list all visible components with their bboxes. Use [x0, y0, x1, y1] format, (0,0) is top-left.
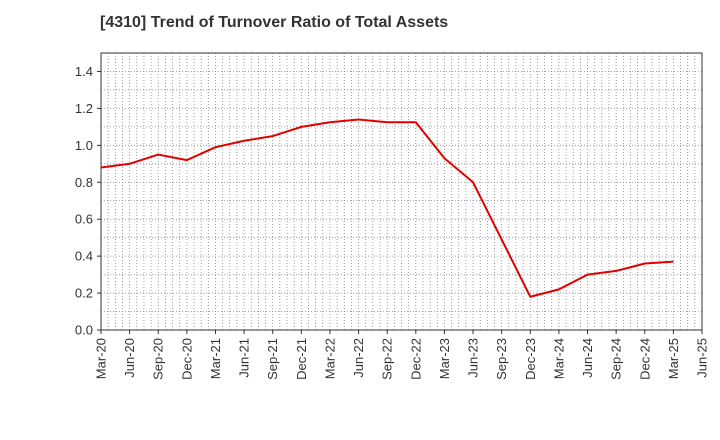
plot-frame — [100, 52, 703, 331]
x-tick-label: Mar-22 — [322, 338, 337, 379]
x-tick-label: Mar-21 — [208, 338, 223, 379]
y-tick-label: 0.2 — [75, 286, 93, 301]
x-tick-label: Sep-22 — [380, 338, 395, 380]
x-tick-label: Dec-22 — [408, 338, 423, 380]
series-group — [100, 118, 674, 298]
x-tick-label: Dec-21 — [294, 338, 309, 380]
x-tick-label: Mar-23 — [437, 338, 452, 379]
x-axis-ticks: Mar-20 Jun-20 Sep-20 Dec-20 Mar-21 Jun-21 Sep-… — [94, 330, 710, 380]
y-tick-label: 0.4 — [75, 249, 93, 264]
y-tick-label: 1.2 — [75, 101, 93, 116]
y-tick-label: 1.0 — [75, 138, 93, 153]
x-tick-label: Dec-24 — [637, 338, 652, 380]
x-tick-label: Mar-20 — [94, 338, 109, 379]
y-axis-ticks: 0.0 0.2 0.4 0.6 0.8 1.0 1.2 1.4 — [75, 64, 101, 338]
x-tick-label: Jun-22 — [351, 338, 366, 378]
x-tick-label: Jun-20 — [122, 338, 137, 378]
y-tick-label: 1.4 — [75, 64, 93, 79]
chart-title: [4310] Trend of Turnover Ratio of Total … — [100, 14, 449, 31]
x-tick-label: Dec-20 — [179, 338, 194, 380]
x-tick-label: Jun-21 — [237, 338, 252, 378]
y-tick-label: 0.8 — [75, 175, 93, 190]
x-tick-label: Sep-20 — [151, 338, 166, 380]
grid-lines — [101, 53, 702, 330]
x-tick-label: Jun-24 — [580, 338, 595, 378]
x-tick-label: Jun-25 — [695, 338, 710, 378]
x-tick-label: Jun-23 — [466, 338, 481, 378]
y-tick-label: 0.0 — [75, 323, 93, 338]
x-tick-label: Sep-24 — [609, 338, 624, 380]
x-tick-label: Sep-23 — [494, 338, 509, 380]
x-tick-label: Mar-24 — [551, 338, 566, 379]
x-tick-label: Sep-21 — [265, 338, 280, 380]
x-tick-label: Mar-25 — [666, 338, 681, 379]
y-tick-label: 0.6 — [75, 212, 93, 227]
x-tick-label: Dec-23 — [523, 338, 538, 380]
